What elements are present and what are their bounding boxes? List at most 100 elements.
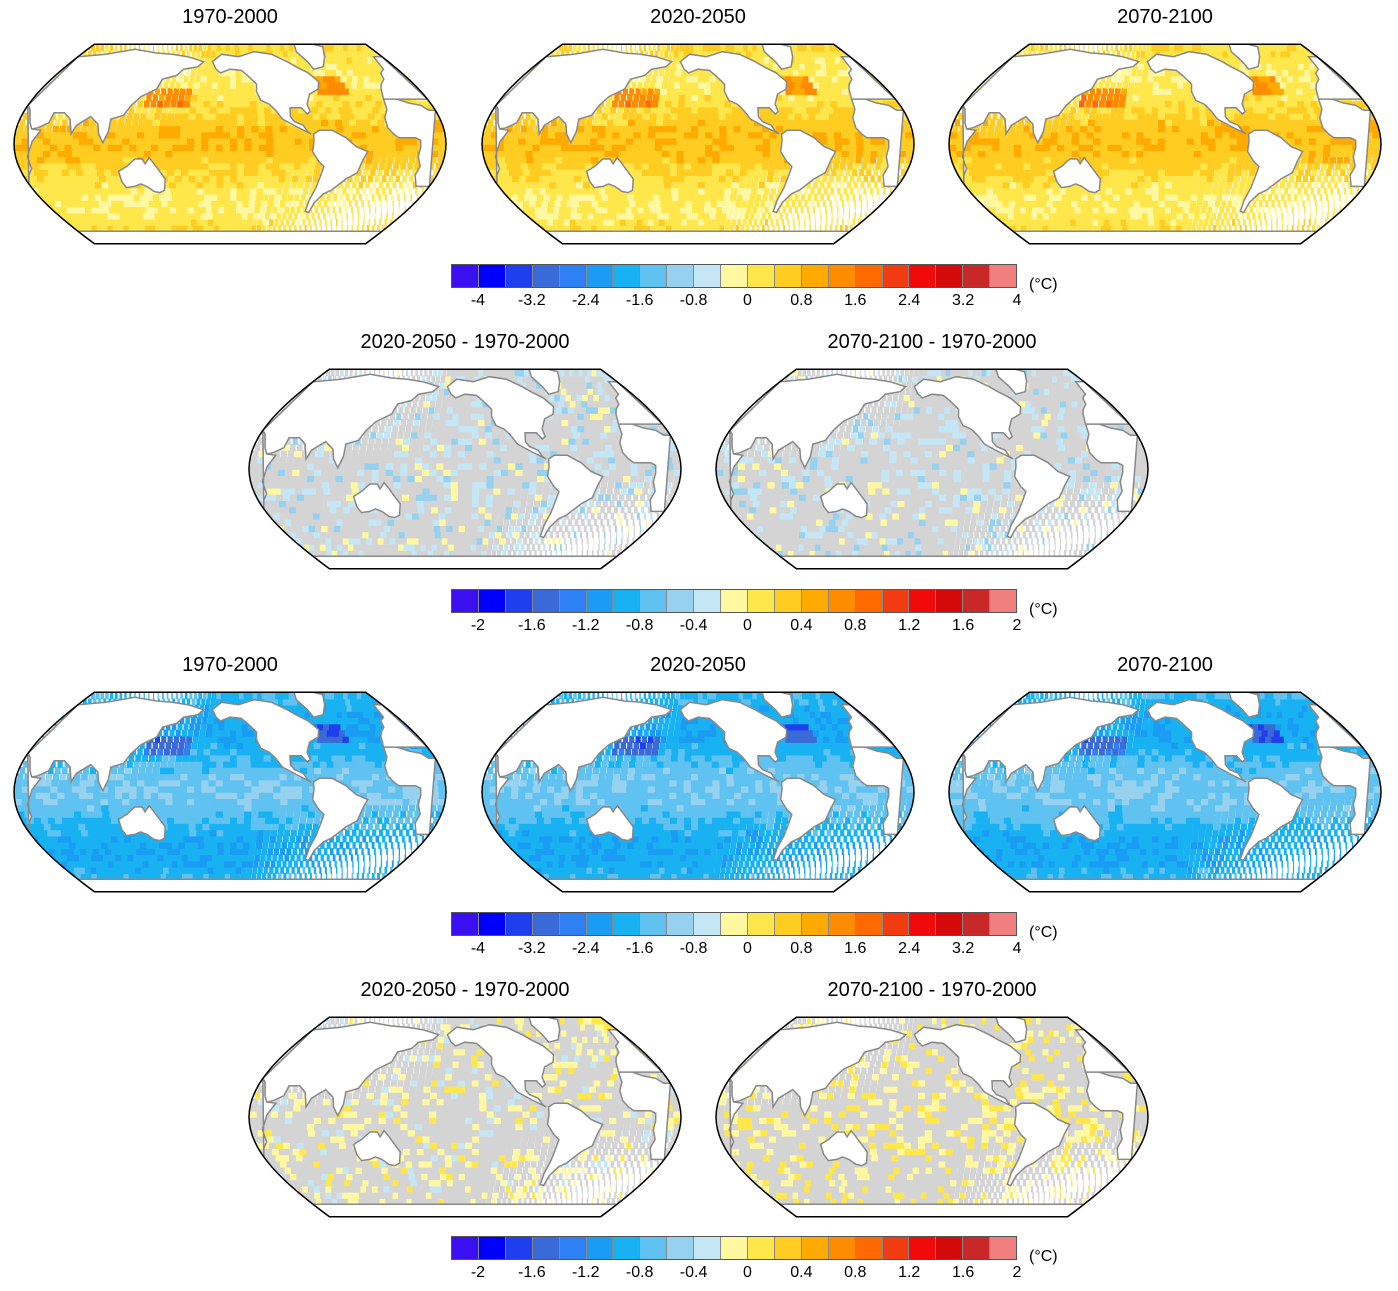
ocean-cell [394,156,401,164]
ocean-cell [992,137,1001,145]
ocean-cell [1205,181,1213,189]
ocean-cell [1220,175,1227,183]
ocean-cell [1287,218,1289,226]
ocean-cell [98,200,110,208]
ocean-cell [730,193,737,201]
ocean-cell [563,44,568,52]
ocean-cell [668,212,677,220]
ocean-cell [1187,218,1193,226]
ocean-cell [950,131,958,139]
ocean-cell [1293,131,1303,139]
ocean-cell [1107,156,1117,164]
ocean-cell [1157,137,1166,145]
ocean-cell [556,193,568,201]
ocean-cell [785,87,796,95]
ocean-cell [1130,168,1139,176]
ocean-cell [1316,175,1322,183]
ocean-cell [208,125,217,133]
ocean-cell [834,144,843,151]
ocean-cell [1110,206,1120,214]
ocean-cell [294,150,303,158]
ocean-cell [36,131,44,139]
ocean-cell [652,44,656,52]
ocean-cell [848,137,858,145]
ocean-cell [381,144,389,151]
ocean-cell [109,206,121,214]
ocean-cell [1203,193,1210,201]
ocean-cell [307,119,316,127]
ocean-cell [43,193,56,201]
land-mass [293,44,326,71]
ocean-cell [977,144,987,151]
ocean-cell [1029,131,1037,139]
ocean-cell [171,225,181,232]
ocean-cell [345,106,355,114]
ocean-cell [302,187,309,195]
ocean-cell [152,94,158,102]
ocean-cell [382,225,386,232]
ocean-cell [346,75,358,83]
ocean-cell [412,181,416,189]
ocean-cell [856,137,865,145]
ocean-cell [1064,218,1076,226]
ocean-cell [583,206,595,214]
ocean-cell [235,225,241,232]
ocean-cell [765,181,772,189]
ocean-cell [88,125,95,133]
ocean-cell [1236,131,1245,139]
ocean-cell [848,156,855,164]
ocean-cell [712,137,721,145]
ocean-cell [733,150,742,158]
ocean-cell [662,131,670,139]
ocean-cell [119,44,123,52]
ocean-cell [206,75,213,83]
ocean-cell [1038,206,1050,214]
ocean-cell [258,168,266,176]
ocean-cell [830,81,843,89]
ocean-cell [863,150,871,158]
ocean-cell [368,187,373,195]
ocean-cell [1157,131,1166,139]
ocean-cell [1204,218,1209,226]
ocean-cell [173,125,181,133]
ocean-cell [1305,168,1311,176]
ocean-cell [81,162,91,170]
ocean-cell [769,137,778,145]
ocean-cell [634,162,643,170]
ocean-cell [251,168,259,176]
ocean-cell [767,225,770,232]
ocean-cell [209,181,218,189]
ocean-cell [825,125,835,133]
ocean-cell [201,50,206,58]
ocean-cell [339,94,350,102]
ocean-cell [623,200,633,208]
ocean-cell [1239,181,1246,189]
ocean-cell [348,87,360,95]
ocean-cell [1244,150,1252,158]
ocean-cell [846,106,858,114]
ocean-cell [1229,137,1238,145]
ocean-cell [1215,200,1221,208]
ocean-cell [410,193,413,201]
ocean-cell [640,193,649,201]
ocean-cell [849,206,851,214]
ocean-cell [1176,212,1183,220]
ocean-cell [826,212,828,220]
ocean-cell [62,193,75,201]
ocean-cell [1137,218,1145,226]
ocean-cell [351,106,362,114]
ocean-cell [38,162,49,170]
ocean-cell [74,125,81,133]
ocean-cell [301,137,310,145]
ocean-cell [503,144,512,151]
ocean-cell [243,44,250,52]
ocean-cell [1040,200,1051,208]
ocean-cell [309,187,315,195]
ocean-cell [1104,181,1113,189]
ocean-cell [1186,225,1192,232]
ocean-cell [236,200,243,208]
ocean-cell [1277,187,1282,195]
ocean-cell [365,156,373,164]
ocean-cell [824,168,830,176]
ocean-cell [755,150,764,158]
